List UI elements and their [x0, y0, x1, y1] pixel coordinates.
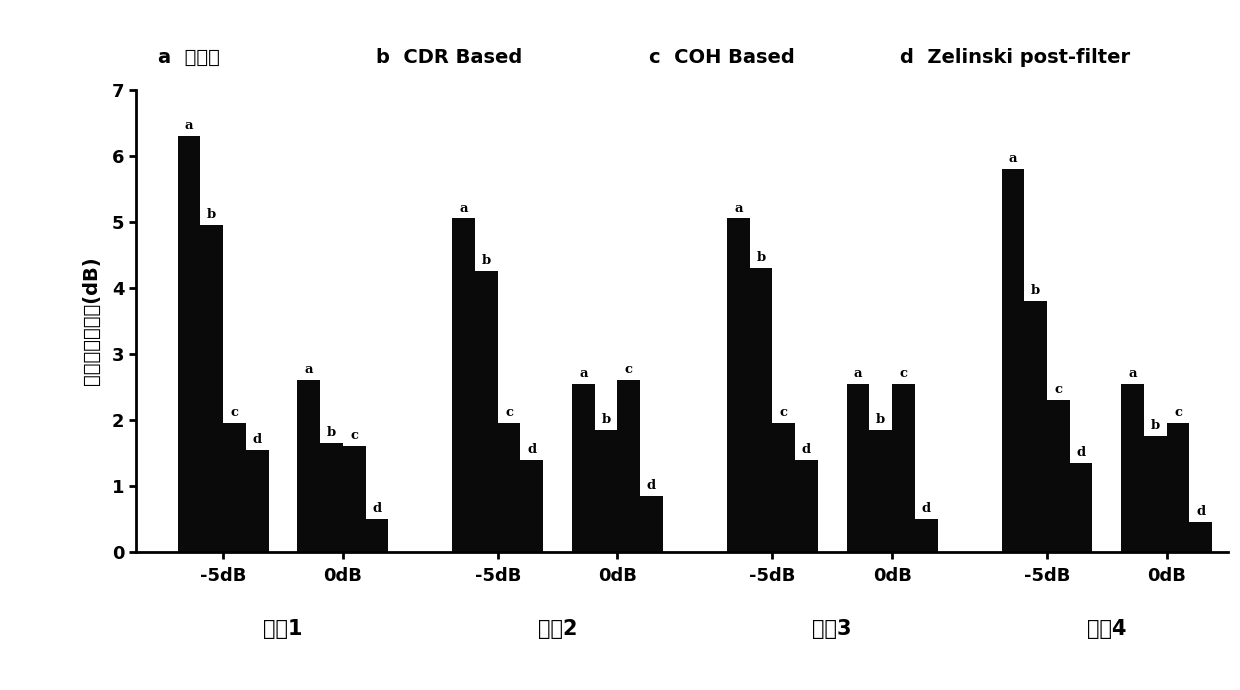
- Text: b: b: [877, 413, 885, 426]
- Bar: [640, 496, 663, 552]
- Bar: [1047, 400, 1070, 552]
- Bar: [366, 519, 388, 552]
- Text: b: b: [1151, 420, 1159, 433]
- Text: d: d: [527, 442, 537, 455]
- Bar: [475, 271, 497, 552]
- Text: b  CDR Based: b CDR Based: [377, 48, 523, 67]
- Text: a  本发明: a 本发明: [159, 48, 219, 67]
- Text: d: d: [921, 502, 931, 515]
- Text: a: a: [854, 366, 862, 380]
- Bar: [1024, 301, 1047, 552]
- Bar: [618, 380, 640, 552]
- Bar: [343, 446, 366, 552]
- Text: b: b: [207, 208, 217, 221]
- Text: a: a: [579, 366, 588, 380]
- Y-axis label: 信噪比提高水平(dB): 信噪比提高水平(dB): [82, 257, 100, 385]
- Text: d: d: [372, 502, 382, 515]
- Bar: [750, 268, 773, 552]
- Bar: [246, 450, 269, 552]
- Text: d: d: [802, 442, 811, 455]
- Bar: [915, 519, 937, 552]
- Bar: [497, 423, 521, 552]
- Text: a: a: [1128, 366, 1137, 380]
- Text: d: d: [647, 479, 656, 492]
- Bar: [892, 384, 915, 552]
- Text: d  Zelinski post-filter: d Zelinski post-filter: [900, 48, 1131, 67]
- Text: 场具4: 场具4: [1087, 619, 1127, 639]
- Bar: [1167, 423, 1189, 552]
- Bar: [1189, 522, 1213, 552]
- Text: d: d: [253, 433, 262, 446]
- Text: a: a: [185, 119, 193, 132]
- Bar: [320, 443, 343, 552]
- Text: a: a: [305, 364, 312, 376]
- Bar: [177, 136, 201, 552]
- Text: b: b: [327, 426, 336, 439]
- Text: c: c: [231, 406, 238, 420]
- Text: a: a: [459, 201, 467, 215]
- Text: c: c: [780, 406, 787, 420]
- Text: c: c: [1174, 406, 1182, 420]
- Bar: [847, 384, 869, 552]
- Bar: [1121, 384, 1145, 552]
- Text: c: c: [625, 364, 632, 376]
- Text: c: c: [505, 406, 513, 420]
- Text: c: c: [1054, 383, 1063, 396]
- Text: 场具3: 场具3: [812, 619, 852, 639]
- Text: 场具2: 场具2: [538, 619, 578, 639]
- Text: c: c: [899, 366, 908, 380]
- Text: b: b: [756, 251, 765, 264]
- Bar: [869, 430, 892, 552]
- Text: c  COH Based: c COH Based: [650, 48, 795, 67]
- Bar: [1070, 463, 1092, 552]
- Bar: [572, 384, 595, 552]
- Text: a: a: [734, 201, 743, 215]
- Bar: [1002, 169, 1024, 552]
- Bar: [595, 430, 618, 552]
- Text: d: d: [1076, 446, 1085, 459]
- Bar: [727, 219, 750, 552]
- Text: d: d: [1197, 505, 1205, 518]
- Text: b: b: [601, 413, 611, 426]
- Text: a: a: [1008, 152, 1017, 165]
- Text: b: b: [1030, 284, 1040, 297]
- Bar: [795, 460, 817, 552]
- Bar: [453, 219, 475, 552]
- Text: c: c: [350, 429, 358, 442]
- Bar: [298, 380, 320, 552]
- Bar: [1145, 436, 1167, 552]
- Text: 场具1: 场具1: [263, 619, 303, 639]
- Bar: [223, 423, 246, 552]
- Bar: [201, 225, 223, 552]
- Bar: [521, 460, 543, 552]
- Text: b: b: [482, 255, 491, 267]
- Bar: [773, 423, 795, 552]
